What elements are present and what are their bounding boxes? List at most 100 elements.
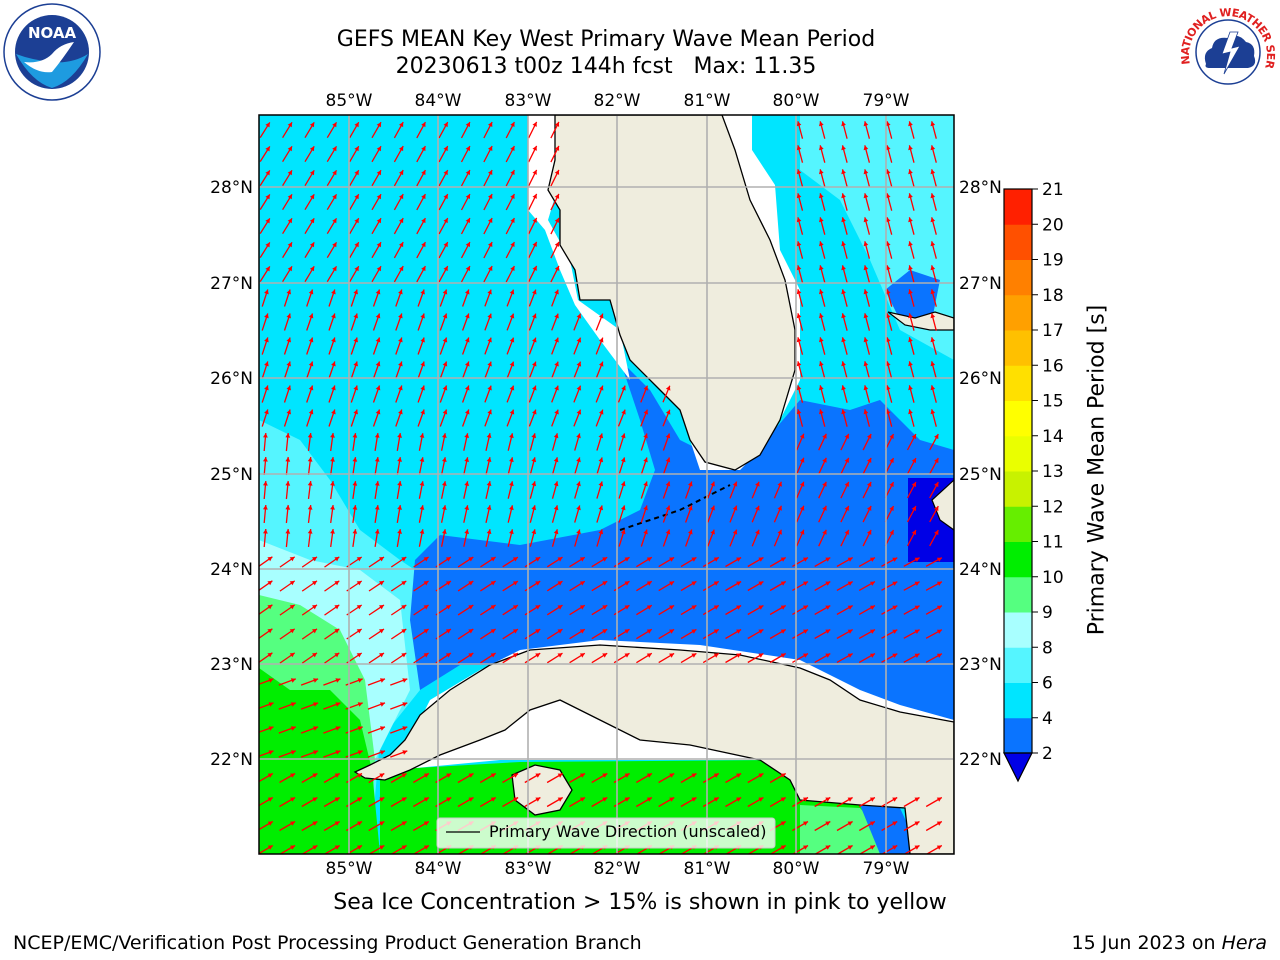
wave-direction-arrowhead — [330, 433, 335, 438]
colorbar-tick-label: 14 — [1042, 427, 1064, 447]
wave-direction-arrowhead — [688, 481, 693, 487]
wave-direction-arrowhead — [267, 797, 273, 802]
wave-direction-arrowhead — [892, 845, 898, 850]
wave-direction-arrowhead — [847, 557, 853, 562]
wave-direction-arrowhead — [285, 529, 291, 534]
wave-direction-arrowhead — [557, 629, 563, 634]
wave-direction-arrowhead — [819, 409, 824, 415]
footer-date: 15 Jun 2023 on Hera — [1072, 932, 1268, 954]
wave-direction-arrowhead — [643, 481, 648, 487]
colorbar-swatch — [1004, 224, 1032, 260]
wave-direction-arrowhead — [936, 821, 942, 826]
wave-direction-arrowhead — [863, 385, 869, 391]
lon-labels-top: 85°W 84°W 83°W 82°W 81°W 80°W 79°W — [326, 91, 910, 111]
wave-direction-arrowhead — [819, 241, 824, 247]
wave-direction-arrowhead — [669, 557, 675, 562]
wave-direction-arrowhead — [841, 361, 846, 367]
wave-direction-arrowhead — [421, 194, 426, 200]
wave-direction-arrowhead — [620, 481, 626, 487]
wave-direction-arrowhead — [934, 482, 939, 488]
wave-direction-arrowhead — [863, 265, 869, 271]
wave-direction-arrowhead — [930, 145, 936, 151]
wave-direction-arrowhead — [309, 266, 315, 272]
wave-direction-arrowhead — [892, 821, 898, 826]
wave-direction-arrowhead — [579, 605, 585, 610]
lon-label-bottom: 83°W — [505, 859, 552, 879]
wave-direction-arrowhead — [267, 556, 273, 562]
wave-direction-arrowhead — [309, 242, 315, 248]
wave-direction-arrowhead — [509, 361, 515, 367]
colorbar-tick-label: 9 — [1042, 603, 1053, 623]
wave-direction-arrowhead — [930, 313, 936, 319]
wave-direction-arrowhead — [819, 385, 824, 391]
wave-direction-arrowhead — [423, 797, 429, 802]
wave-direction-arrowhead — [468, 557, 474, 562]
wave-direction-arrowhead — [312, 628, 317, 634]
wave-direction-arrowhead — [867, 481, 872, 487]
wave-direction-arrowhead — [401, 605, 407, 610]
wave-direction-arrowhead — [286, 337, 291, 343]
lat-label-left: 28°N — [210, 178, 253, 198]
wave-direction-arrowhead — [398, 313, 403, 319]
wave-direction-arrowhead — [331, 409, 336, 415]
wave-direction-arrowhead — [287, 194, 292, 200]
wave-direction-arrowhead — [488, 218, 493, 223]
wave-direction-arrowhead — [799, 457, 805, 463]
wave-direction-arrowhead — [379, 557, 384, 562]
wave-direction-arrowhead — [309, 170, 315, 176]
wave-direction-arrowhead — [780, 773, 786, 778]
wave-direction-arrowhead — [356, 629, 362, 634]
wave-direction-arrowhead — [643, 529, 648, 535]
lon-label-bottom: 82°W — [594, 859, 641, 879]
wave-direction-arrowhead — [486, 457, 492, 462]
wave-direction-arrowhead — [713, 797, 719, 802]
wave-direction-arrowhead — [576, 337, 582, 343]
wave-direction-arrowhead — [443, 194, 448, 200]
wave-direction-arrowhead — [332, 146, 337, 152]
wave-direction-arrowhead — [265, 242, 270, 248]
wave-direction-arrowhead — [554, 385, 559, 391]
wave-direction-arrowhead — [376, 266, 381, 272]
wave-direction-arrowhead — [375, 313, 381, 319]
wave-direction-arrowhead — [532, 241, 537, 247]
wave-direction-arrowhead — [442, 409, 448, 415]
wave-direction-arrowhead — [352, 505, 358, 510]
wave-direction-arrowhead — [401, 653, 407, 658]
wave-direction-arrowhead — [285, 505, 291, 510]
wave-direction-arrowhead — [780, 605, 786, 610]
wave-direction-arrowhead — [870, 605, 875, 610]
wave-direction-arrowhead — [331, 385, 336, 391]
wave-direction-arrowhead — [930, 193, 936, 199]
wave-direction-arrowhead — [930, 121, 936, 127]
wave-direction-arrowhead — [397, 433, 402, 438]
wave-direction-arrowhead — [468, 629, 474, 634]
wave-direction-arrowhead — [442, 385, 448, 391]
wave-direction-arrowhead — [285, 481, 291, 486]
wave-direction-arrowhead — [780, 845, 786, 850]
wave-direction-arrowhead — [624, 605, 630, 610]
wave-direction-arrowhead — [867, 433, 872, 439]
wave-direction-arrowhead — [443, 242, 448, 248]
wave-direction-arrowhead — [465, 242, 470, 247]
wave-direction-arrowhead — [532, 337, 537, 343]
wave-direction-arrowhead — [423, 821, 429, 826]
wave-direction-arrowhead — [488, 266, 493, 271]
wave-direction-arrowhead — [885, 385, 891, 391]
wave-direction-arrowhead — [777, 481, 782, 487]
wave-direction-arrowhead — [796, 409, 802, 415]
lat-label-left: 25°N — [210, 465, 253, 485]
wave-direction-arrowhead — [892, 797, 898, 802]
wave-direction-arrowhead — [930, 337, 936, 343]
wave-direction-arrowhead — [780, 653, 786, 658]
wave-direction-arrowhead — [420, 289, 425, 295]
wave-direction-arrowhead — [535, 653, 541, 658]
wave-direction-arrowhead — [334, 556, 340, 562]
wave-direction-arrowhead — [885, 241, 891, 247]
wave-direction-arrowhead — [758, 581, 764, 586]
lon-label-bottom: 85°W — [326, 859, 373, 879]
wave-direction-arrowhead — [780, 629, 786, 634]
wave-direction-arrowhead — [401, 557, 407, 562]
wave-direction-arrowhead — [442, 433, 447, 438]
wave-direction-arrowhead — [287, 146, 292, 152]
